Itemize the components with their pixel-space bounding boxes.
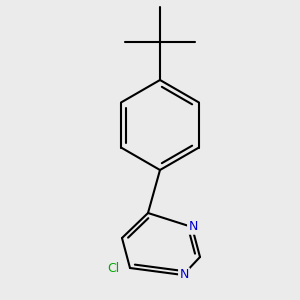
Text: N: N — [179, 268, 189, 281]
Text: N: N — [188, 220, 198, 233]
Text: Cl: Cl — [108, 262, 120, 275]
